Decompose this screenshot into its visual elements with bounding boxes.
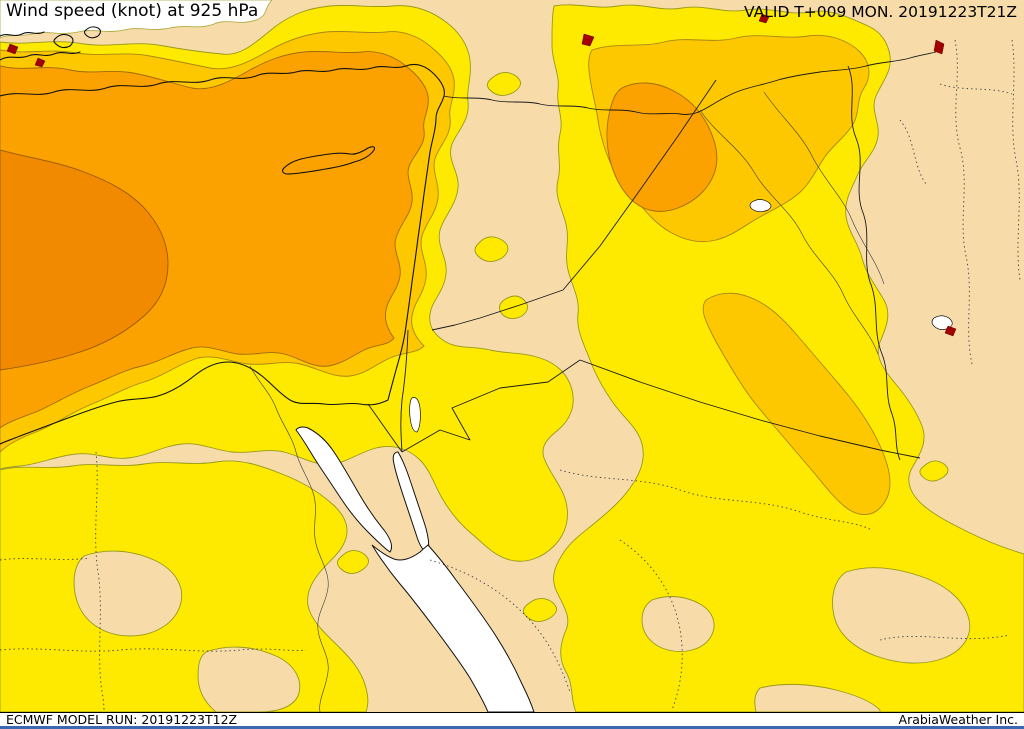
- country-borders: [367, 51, 937, 461]
- rivers: [249, 91, 885, 712]
- gulf-of-aqaba: [392, 451, 430, 553]
- dead-sea: [409, 397, 421, 433]
- calm-band-top-left: [0, 0, 273, 39]
- wind-band-deep-orange-core: [0, 149, 169, 371]
- footer-blue-bar: [0, 726, 1024, 729]
- gulf-of-suez: [295, 426, 393, 553]
- nile-river: [249, 365, 329, 712]
- map-footer: ECMWF MODEL RUN: 20191223T12Z ArabiaWeat…: [0, 712, 1024, 729]
- calm-white-areas: [0, 0, 953, 712]
- model-run-label: ECMWF MODEL RUN: 20191223T12Z: [6, 712, 238, 727]
- wind-maxima-red-specks: [6, 13, 957, 337]
- provider-credit: ArabiaWeather Inc.: [898, 712, 1018, 727]
- red-sea: [371, 544, 535, 712]
- wind-speed-map-canvas: [0, 0, 1024, 712]
- cyprus-coast: [282, 146, 376, 175]
- tigris-river: [763, 91, 885, 285]
- wind-band-tan-holes: [73, 550, 971, 712]
- lake-small-1: [749, 199, 772, 213]
- coastlines: [0, 26, 445, 445]
- admin-boundaries-dotted: [0, 39, 1021, 712]
- euphrates-river: [699, 109, 879, 355]
